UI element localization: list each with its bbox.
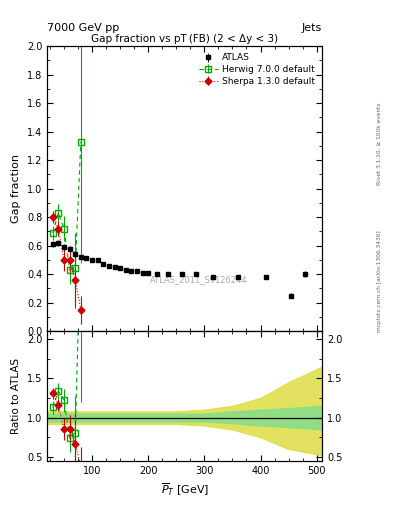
X-axis label: $\overline{P}_T$ [GeV]: $\overline{P}_T$ [GeV]	[161, 481, 209, 498]
Y-axis label: Gap fraction: Gap fraction	[11, 154, 21, 223]
Text: 7000 GeV pp: 7000 GeV pp	[47, 23, 119, 33]
Text: mcplots.cern.ch [arXiv:1306.3436]: mcplots.cern.ch [arXiv:1306.3436]	[377, 231, 382, 332]
Text: ATLAS_2011_S9126244: ATLAS_2011_S9126244	[150, 275, 247, 284]
Y-axis label: Ratio to ATLAS: Ratio to ATLAS	[11, 358, 21, 434]
Text: Rivet 3.1.10, ≥ 100k events: Rivet 3.1.10, ≥ 100k events	[377, 102, 382, 185]
Title: Gap fraction vs pT (FB) (2 < Δy < 3): Gap fraction vs pT (FB) (2 < Δy < 3)	[91, 34, 278, 44]
Text: Jets: Jets	[302, 23, 322, 33]
Legend: ATLAS, Herwig 7.0.0 default, Sherpa 1.3.0 default: ATLAS, Herwig 7.0.0 default, Sherpa 1.3.…	[196, 51, 318, 89]
